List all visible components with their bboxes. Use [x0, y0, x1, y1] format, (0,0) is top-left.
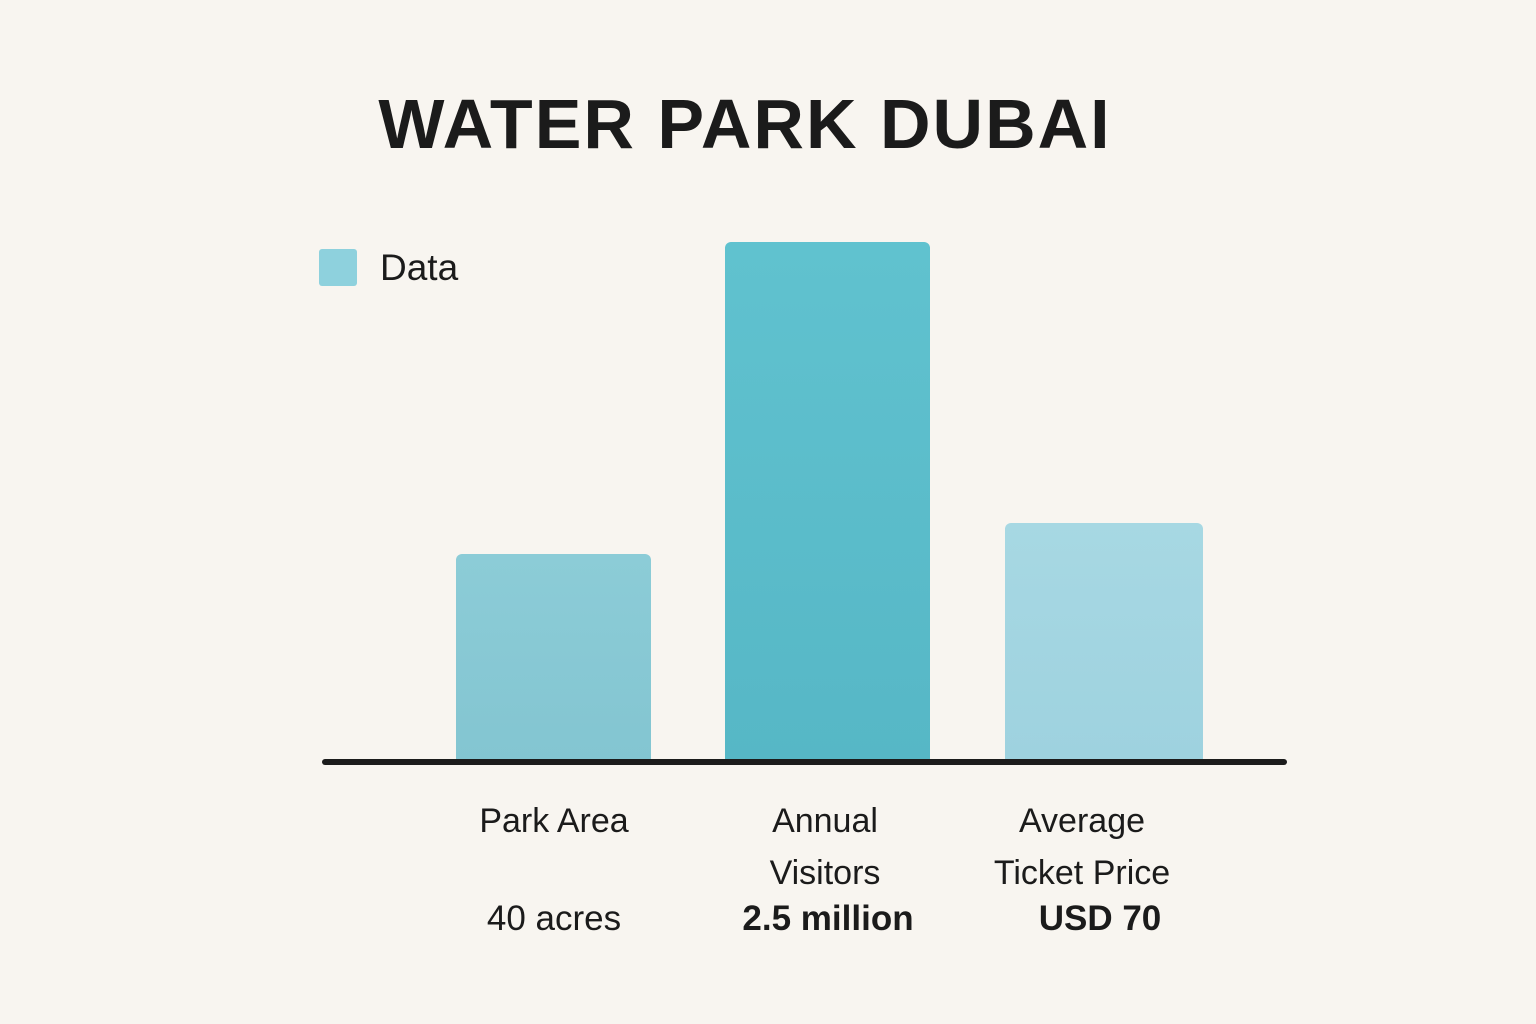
bar-1: [456, 554, 651, 762]
x-axis-line: [322, 759, 1287, 765]
legend-swatch-icon: [319, 249, 357, 286]
category-label-3: Average Ticket Price: [993, 802, 1171, 892]
bar-3: [1005, 523, 1203, 762]
bar-2: [725, 242, 930, 762]
category-label-2: Annual Visitors: [769, 802, 881, 892]
legend-label: Data: [380, 247, 459, 288]
legend: Data: [319, 249, 458, 286]
value-label-2: 2.5 million: [742, 899, 914, 938]
category-label-1: Park Area: [479, 802, 629, 840]
chart-title: WATER PARK DUBAI: [378, 85, 1112, 163]
value-label-1: 40 acres: [486, 899, 622, 938]
value-label-3: USD 70: [1038, 899, 1162, 938]
